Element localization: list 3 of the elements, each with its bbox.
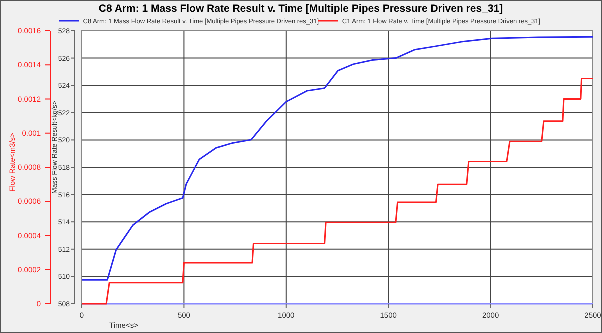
chart-title: C8 Arm: 1 Mass Flow Rate Result v. Time [Multiple Pipes Pressure Driven res_31]: [98, 3, 504, 15]
line-series: [81, 36, 594, 281]
line-series: [81, 78, 594, 305]
